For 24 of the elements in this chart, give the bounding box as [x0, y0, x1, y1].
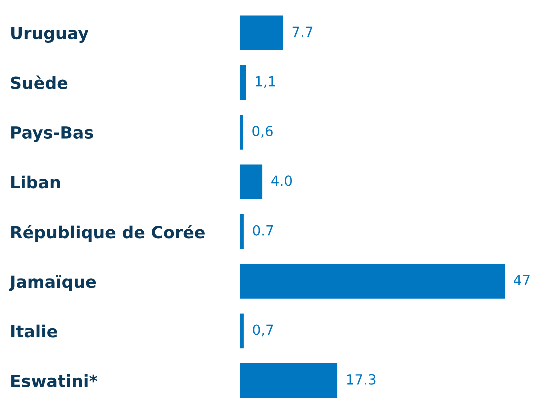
- bar: [240, 16, 284, 51]
- y-tick-label: Suède: [11, 76, 68, 90]
- y-tick-label: Italie: [12, 324, 58, 338]
- bar: [240, 363, 338, 398]
- y-tick-label: Jamaïque: [9, 275, 96, 292]
- bar: [240, 264, 505, 299]
- bar: [240, 214, 244, 250]
- data-label: 0,7: [253, 324, 274, 337]
- bar: [240, 65, 246, 100]
- data-label: 0,6: [252, 126, 273, 138]
- data-label: 7.7: [292, 26, 313, 37]
- data-label: 4.0: [272, 176, 292, 186]
- y-tick-label: Liban: [12, 176, 60, 189]
- bar: [240, 115, 244, 150]
- data-label: 47: [514, 275, 530, 286]
- data-label: 0.7: [253, 225, 274, 236]
- y-tick-label: Eswatini*: [12, 374, 98, 388]
- data-label: 17.3: [347, 374, 376, 385]
- y-tick-label: République de Corée: [12, 225, 205, 242]
- y-tick-label: Pays-Bas: [12, 126, 94, 142]
- bar: [240, 314, 244, 349]
- bar: [240, 164, 263, 200]
- data-label: 1,1: [256, 76, 276, 88]
- y-tick-label: Uruguay: [12, 27, 89, 43]
